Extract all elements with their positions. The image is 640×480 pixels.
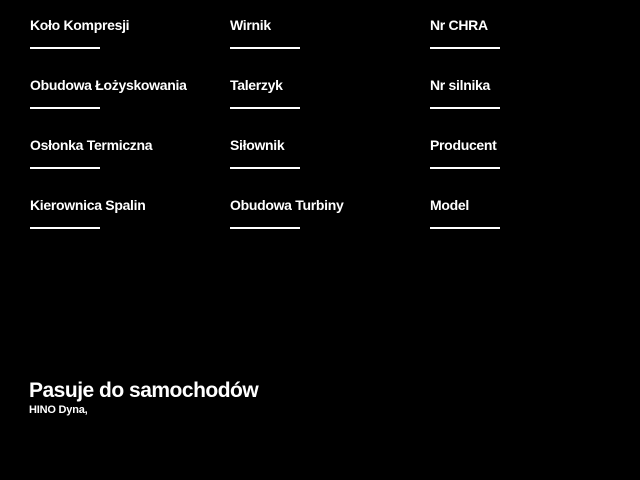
field-label: Wirnik [230,17,271,33]
blank-value-line [230,107,300,109]
field-label: Talerzyk [230,77,283,93]
field-nr-chra: Nr CHRA [430,17,620,49]
field-label: Kierownica Spalin [30,197,146,213]
field-label: Model [430,197,469,213]
field-label: Koło Kompresji [30,17,130,33]
field-talerzyk: Talerzyk [230,77,420,109]
blank-value-line [430,167,500,169]
field-kolo-kompresji: Koło Kompresji [30,17,220,49]
field-obudowa-turbiny: Obudowa Turbiny [230,197,420,229]
blank-value-line [30,167,100,169]
compatibility-section: Pasuje do samochodów HINO Dyna, [29,378,259,417]
blank-value-line [430,107,500,109]
field-label: Obudowa Łożyskowania [30,77,187,93]
blank-value-line [230,227,300,229]
field-nr-silnika: Nr silnika [430,77,620,109]
field-obudowa-lozyskowania: Obudowa Łożyskowania [30,77,220,109]
field-label: Obudowa Turbiny [230,197,344,213]
field-label: Producent [430,137,497,153]
field-label: Nr CHRA [430,17,488,33]
compatibility-vehicle-list: HINO Dyna, [29,404,88,416]
field-label: Nr silnika [430,77,491,93]
compatibility-heading: Pasuje do samochodów [29,379,259,402]
field-oslonka-termiczna: Osłonka Termiczna [30,137,220,169]
blank-value-line [230,47,300,49]
blank-value-line [430,47,500,49]
field-label: Osłonka Termiczna [30,137,153,153]
field-wirnik: Wirnik [230,17,420,49]
field-kierownica-spalin: Kierownica Spalin [30,197,220,229]
field-label: Siłownik [230,137,285,153]
blank-value-line [30,47,100,49]
blank-value-line [230,167,300,169]
field-model: Model [430,197,620,229]
blank-value-line [30,107,100,109]
blank-value-line [430,227,500,229]
blank-value-line [30,227,100,229]
field-producent: Producent [430,137,620,169]
field-silownik: Siłownik [230,137,420,169]
